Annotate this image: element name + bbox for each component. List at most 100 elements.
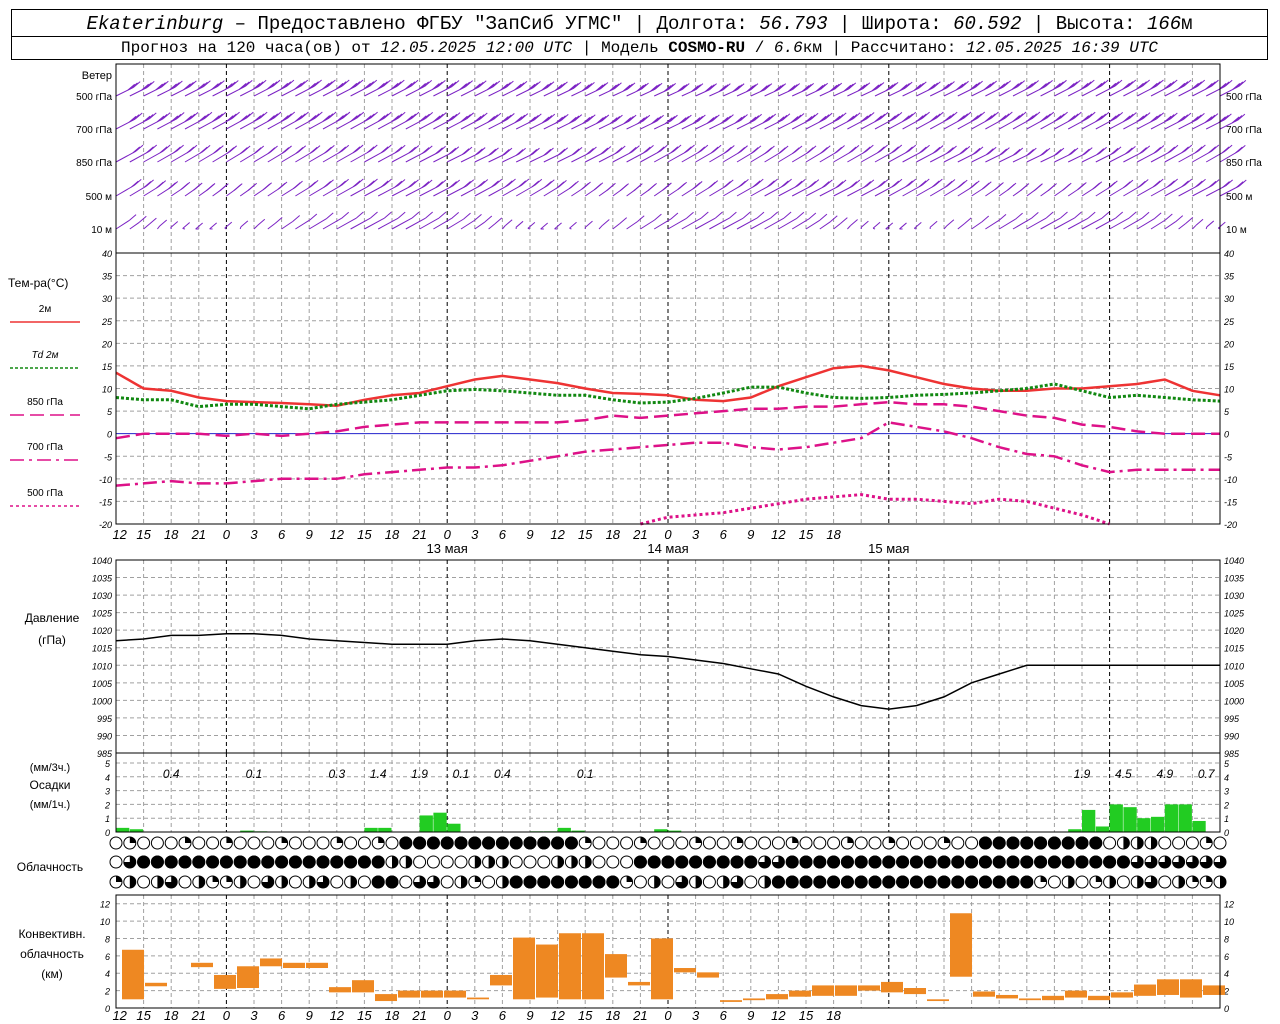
wind-barb <box>446 218 464 230</box>
wind-barb-flag <box>258 79 267 87</box>
wind-barb <box>1095 85 1116 97</box>
wind-barb-flag <box>821 181 830 188</box>
wind-barb-flag <box>533 81 541 88</box>
wind-barb-flag <box>1002 147 1010 155</box>
wind-barb <box>474 184 496 197</box>
wind-barb <box>805 88 821 97</box>
conv-bar <box>1157 979 1179 995</box>
wind-barb-flag <box>998 213 1007 221</box>
wind-barb <box>1067 217 1089 230</box>
wind-barb-flag <box>947 81 955 88</box>
wind-barb-flag <box>947 179 956 186</box>
wind-barb <box>695 186 712 197</box>
time-label-bottom: 0 <box>444 1008 452 1023</box>
wind-barb-flag <box>500 83 509 91</box>
wind-barb-flag <box>132 146 141 154</box>
wind-barb <box>833 223 841 230</box>
wind-barb-flag <box>670 114 678 122</box>
precip-label: 0.3 <box>328 767 345 781</box>
wind-barb-flag <box>822 145 831 153</box>
wind-barb-flag <box>489 82 498 89</box>
wind-barb-flag <box>686 211 694 219</box>
wind-barb-flag <box>544 115 553 122</box>
wind-barb <box>1123 151 1144 163</box>
wind-barb-flag <box>190 112 199 119</box>
wind-barb-flag <box>424 79 433 87</box>
wind-barb-flag <box>1092 182 1101 190</box>
wind-barb-flag <box>778 147 786 155</box>
wind-barb-flag <box>355 79 364 87</box>
wind-barb-flag <box>681 83 690 90</box>
wind-barb <box>267 222 276 230</box>
temp-frame <box>115 252 1221 525</box>
wind-barb <box>653 150 675 163</box>
wind-barb <box>488 118 508 130</box>
wind-barb <box>336 85 357 97</box>
press-tick-left: 1010 <box>92 661 112 671</box>
cloud-circle <box>440 875 454 889</box>
wind-barb <box>239 85 260 97</box>
wind-barb-flag <box>212 115 220 123</box>
wind-barb-flag <box>267 147 276 154</box>
wind-barb-flag <box>488 148 497 156</box>
wind-barb-flag <box>1211 179 1220 186</box>
wind-barb-flag <box>1084 147 1093 155</box>
wind-barb-flag <box>146 146 154 154</box>
cloud-circle <box>923 836 937 850</box>
wind-barb <box>709 217 730 230</box>
cloud-fill-full <box>178 855 192 869</box>
cloud-circle <box>1116 875 1130 889</box>
wind-barb-flag <box>932 113 941 121</box>
wind-barb-flag <box>281 115 289 122</box>
press-tick-left: 985 <box>97 749 113 759</box>
wind-barb-flag <box>155 181 164 189</box>
wind-barb-flag <box>866 179 875 187</box>
wind-barb <box>640 189 650 197</box>
wind-barb <box>750 89 766 97</box>
wind-barb-flag <box>724 146 732 154</box>
header-row-2: Прогноз на 120 часа(ов) от 12.05.2025 12… <box>120 39 1159 57</box>
wind-barb <box>1026 189 1036 197</box>
cloud-fill-full <box>951 875 965 889</box>
wind-barb-flag <box>272 79 281 87</box>
press-tick-left: 1015 <box>92 644 113 654</box>
pressure-title: Давление <box>25 611 80 625</box>
conv-tick-right: 4 <box>1224 969 1229 979</box>
conv-title-2: облачность <box>20 947 84 961</box>
wind-barb <box>998 117 1020 130</box>
wind-barb-flag <box>1001 113 1010 121</box>
wind-barb <box>184 86 204 97</box>
wind-barb-flag <box>568 84 577 92</box>
wind-barb-flag <box>986 82 995 89</box>
wind-barb <box>805 185 826 197</box>
time-label-top: 21 <box>411 527 426 542</box>
wind-barb-flag <box>476 81 484 89</box>
wind-barb-flag <box>908 144 917 152</box>
wind-barb <box>612 223 621 230</box>
wind-barb-flag <box>673 144 682 152</box>
cloud-circle <box>316 836 330 850</box>
wind-barb-flag <box>408 146 416 154</box>
wind-barb-flag <box>708 181 716 189</box>
wind-barb-flag <box>463 181 471 188</box>
wind-barb <box>1081 152 1100 163</box>
precip-bar <box>240 830 254 832</box>
wind-barb-flag <box>341 144 350 152</box>
wind-barb-flag <box>438 145 446 153</box>
conv-bar <box>628 981 650 986</box>
cloud-fill-full <box>992 836 1006 850</box>
cloud-fill-full <box>992 855 1006 869</box>
wind-barb-flag <box>377 82 385 90</box>
wind-barb-flag <box>1237 113 1246 121</box>
wind-barb-flag <box>946 219 955 227</box>
wind-barb-flag <box>625 83 633 91</box>
wind-barb <box>1205 85 1226 97</box>
wind-barb-flag <box>421 81 430 89</box>
lat-label: Широта: <box>861 13 942 35</box>
cloud-circle <box>1158 836 1172 850</box>
wind-barb <box>860 150 881 163</box>
time-label-top: 0 <box>664 527 672 542</box>
cloud-fill-full <box>288 855 302 869</box>
cloud-fill-full <box>1103 855 1117 869</box>
cloud-circle <box>758 836 772 850</box>
